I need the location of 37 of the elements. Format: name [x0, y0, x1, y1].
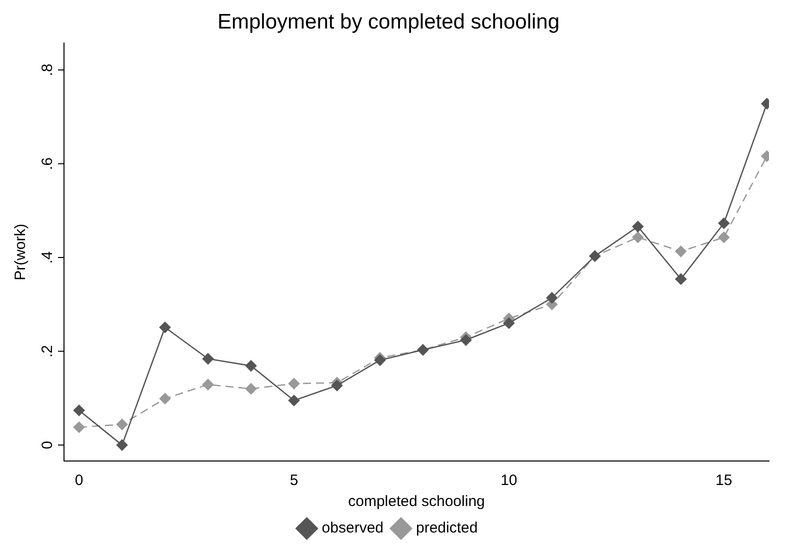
- point: [202, 353, 214, 364]
- point: [632, 232, 644, 243]
- x-tick-label: 15: [716, 472, 732, 490]
- point: [116, 418, 128, 430]
- x-tick-label: 0: [74, 472, 84, 490]
- point: [675, 273, 687, 285]
- point: [288, 378, 300, 390]
- x-tick-label: 10: [500, 472, 518, 490]
- point: [632, 220, 644, 232]
- point: [374, 354, 386, 366]
- point: [718, 232, 730, 243]
- x-tick-label: 5: [290, 472, 298, 490]
- point: [460, 334, 472, 346]
- x-axis-title: completed schooling: [348, 493, 485, 510]
- y-axis-title: Pr(work): [12, 224, 30, 280]
- legend-label: predicted: [416, 520, 478, 537]
- point: [159, 392, 171, 404]
- point: [116, 439, 128, 451]
- point: [546, 292, 558, 304]
- point: [245, 383, 257, 394]
- point: [288, 394, 300, 406]
- point: [202, 378, 214, 390]
- point: [73, 404, 85, 416]
- point: [503, 317, 515, 329]
- point: [73, 422, 85, 433]
- y-tick-label: .4: [39, 251, 56, 264]
- y-tick-label: .6: [39, 157, 56, 170]
- point: [159, 322, 171, 334]
- point: [331, 380, 343, 392]
- point: [718, 218, 730, 229]
- point: [675, 246, 687, 258]
- point: [245, 360, 257, 372]
- y-tick-label: .8: [39, 64, 56, 76]
- y-tick-label: .2: [39, 345, 56, 358]
- y-tick-label: 0: [39, 440, 56, 450]
- chart-title: Employment by completed schooling: [217, 10, 560, 34]
- legend-label: observed: [322, 520, 384, 537]
